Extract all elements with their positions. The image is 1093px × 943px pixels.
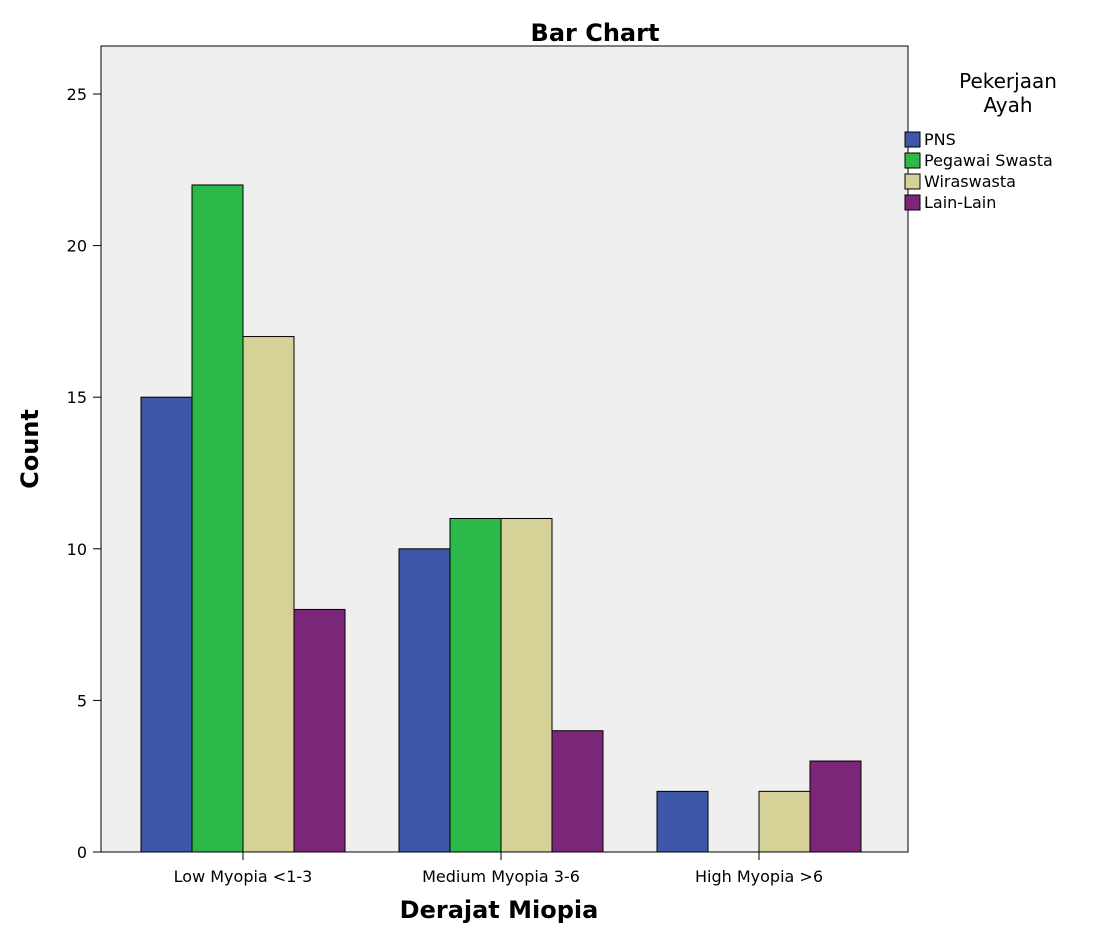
x-tick-label-low-myopia-1-3: Low Myopia <1-3 [174, 867, 313, 886]
y-axis-title: Count [16, 409, 44, 489]
chart-title: Bar Chart [531, 19, 660, 47]
bar-medium-myopia-3-6-pns [398, 548, 451, 853]
x-tick-label-medium-myopia-3-6: Medium Myopia 3-6 [422, 867, 580, 886]
bar-medium-myopia-3-6-lain-lain [551, 730, 604, 853]
legend-title-line2: Ayah [983, 93, 1032, 117]
legend-swatch-pns [904, 131, 921, 148]
legend-swatch-lain-lain [904, 194, 921, 211]
bars-group [140, 184, 862, 853]
bar-high-myopia-6-wiraswasta [758, 790, 811, 853]
legend-swatch-pegawai-swasta [904, 152, 921, 169]
legend-label-pns: PNS [924, 130, 956, 149]
bar-medium-myopia-3-6-pegawai-swasta [449, 517, 502, 853]
bar-high-myopia-6-pns [656, 790, 709, 853]
x-axis: Low Myopia <1-3 Medium Myopia 3-6 High Myo… [174, 852, 823, 886]
bar-low-myopia-1-3-pns [140, 396, 193, 853]
y-tick-label-15: 15 [67, 388, 87, 407]
x-tick-label-high-myopia-6: High Myopia >6 [695, 867, 823, 886]
legend-swatch-wiraswasta [904, 173, 921, 190]
bar-high-myopia-6-lain-lain [809, 760, 862, 853]
bar-low-myopia-1-3-wiraswasta [242, 336, 295, 853]
legend-label-pegawai-swasta: Pegawai Swasta [924, 151, 1053, 170]
y-tick-label-25: 25 [67, 85, 87, 104]
y-tick-label-10: 10 [67, 540, 87, 559]
y-axis: 0 5 10 15 20 25 [67, 85, 101, 862]
x-axis-title: Derajat Miopia [400, 896, 599, 924]
y-tick-label-5: 5 [77, 691, 87, 710]
legend-items: PNS Pegawai Swasta Wiraswasta Lain-Lain [904, 130, 1053, 212]
y-tick-label-20: 20 [67, 237, 87, 256]
legend: Pekerjaan Ayah PNS Pegawai Swasta Wiraswas… [904, 69, 1057, 212]
bar-medium-myopia-3-6-wiraswasta [500, 517, 553, 853]
legend-label-wiraswasta: Wiraswasta [924, 172, 1016, 191]
bar-low-myopia-1-3-lain-lain [293, 608, 346, 853]
legend-title-line1: Pekerjaan [959, 69, 1057, 93]
bar-low-myopia-1-3-pegawai-swasta [191, 184, 244, 853]
y-tick-label-0: 0 [77, 843, 87, 862]
legend-label-lain-lain: Lain-Lain [924, 193, 996, 212]
